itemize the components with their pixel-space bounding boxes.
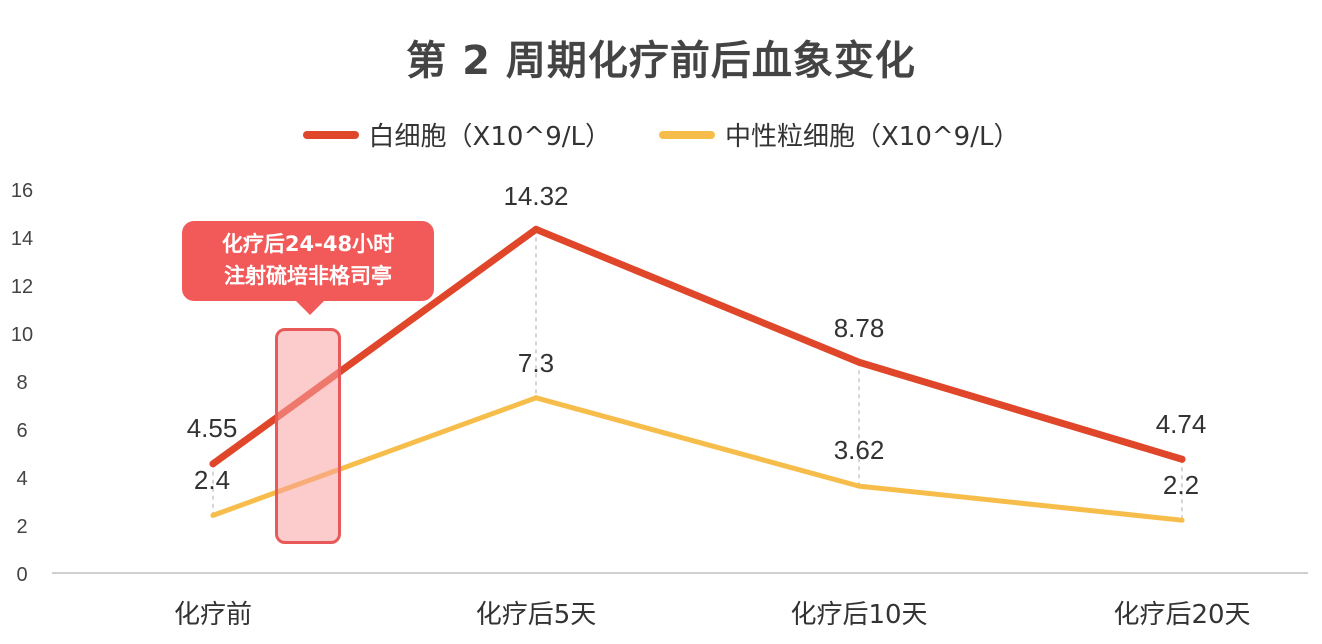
annotation-line-1: 化疗后24-48小时 — [221, 232, 395, 256]
legend-label-neutrophil: 中性粒细胞（X10^9/L） — [725, 122, 1020, 152]
legend-label-wbc: 白细胞（X10^9/L） — [368, 122, 611, 152]
x-tick-label: 化疗前 — [174, 600, 252, 630]
series-line-neutrophil — [210, 395, 1185, 523]
chart-title: 第 2 周期化疗前后血象变化 — [406, 38, 916, 84]
y-tick-label: 16 — [11, 180, 33, 202]
data-label-neutrophil: 7.3 — [518, 348, 554, 378]
x-tick-label: 化疗后10天 — [790, 600, 927, 630]
legend-swatch-neutrophil — [659, 130, 715, 139]
y-tick-label: 12 — [11, 276, 33, 298]
data-point-neutrophil — [1179, 517, 1185, 523]
data-label-neutrophil: 2.4 — [194, 465, 230, 495]
data-point-neutrophil — [856, 483, 862, 489]
data-point-wbc — [532, 225, 540, 233]
data-point-wbc — [855, 358, 863, 366]
data-label-wbc: 4.74 — [1156, 409, 1207, 439]
x-tick-label: 化疗后5天 — [476, 600, 597, 630]
legend-item-neutrophil[interactable]: 中性粒细胞（X10^9/L） — [659, 116, 1019, 153]
annotation-line-2: 注射硫培非格司亭 — [224, 264, 392, 288]
legend-item-wbc[interactable]: 白细胞（X10^9/L） — [302, 116, 611, 153]
legend-swatch-wbc — [302, 130, 359, 139]
x-tick-label: 化疗后20天 — [1113, 600, 1250, 630]
data-label-wbc: 4.55 — [187, 413, 238, 443]
data-label-neutrophil: 2.2 — [1163, 470, 1199, 500]
y-tick-label: 10 — [11, 324, 33, 346]
data-point-wbc — [1178, 455, 1186, 463]
annotation-callout: 化疗后24-48小时 注射硫培非格司亭 — [182, 221, 434, 315]
y-tick-label: 4 — [16, 468, 27, 490]
data-label-neutrophil: 3.62 — [834, 435, 885, 465]
data-point-neutrophil — [210, 512, 216, 518]
legend: 白细胞（X10^9/L） 中性粒细胞（X10^9/L） — [0, 116, 1322, 153]
series-line-wbc — [209, 225, 1186, 468]
y-tick-label: 14 — [11, 228, 33, 250]
y-tick-label: 8 — [16, 372, 27, 394]
data-point-neutrophil — [533, 395, 539, 401]
y-tick-label: 6 — [16, 420, 27, 442]
data-point-wbc — [209, 460, 217, 468]
data-label-wbc: 8.78 — [834, 313, 885, 343]
annotation-highlight-box — [275, 328, 341, 544]
y-tick-label: 0 — [16, 564, 27, 586]
y-tick-label: 2 — [16, 516, 27, 538]
data-label-wbc: 14.32 — [503, 181, 568, 211]
